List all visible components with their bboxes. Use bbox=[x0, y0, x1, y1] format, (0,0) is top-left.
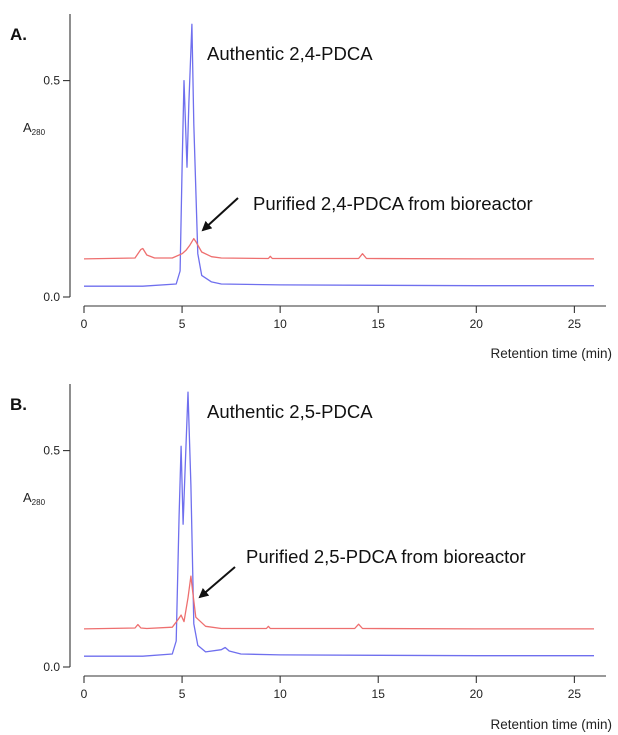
panel-a-ylabel: A280 bbox=[23, 120, 46, 137]
panel-a: A. A280 0.0 0.5 0 5 10 15 20 25 Retention time … bbox=[10, 14, 612, 361]
panel-b-annotation-authentic: Authentic 2,5-PDCA bbox=[207, 401, 373, 422]
panel-b-label: B. bbox=[10, 395, 27, 414]
panel-a-x-tick-label: 5 bbox=[179, 317, 186, 331]
panel-a-annotation-purified: Purified 2,4-PDCA from bioreactor bbox=[253, 193, 533, 214]
panel-b-arrow bbox=[198, 566, 236, 599]
panel-a-x-tick-label: 25 bbox=[568, 317, 582, 331]
panel-a-label: A. bbox=[10, 25, 27, 44]
panel-a-axes: 0.0 0.5 0 5 10 15 20 25 bbox=[43, 14, 606, 331]
panel-b-x-tick-label: 15 bbox=[372, 687, 386, 701]
panel-b-series bbox=[83, 391, 594, 657]
panel-b-series-authentic-line bbox=[84, 391, 594, 657]
panel-b-x-tick-label: 20 bbox=[470, 687, 484, 701]
panel-b-annotation-purified: Purified 2,5-PDCA from bioreactor bbox=[246, 546, 526, 567]
panel-b-y-tick-label: 0.5 bbox=[43, 444, 60, 458]
panel-b-axes: 0.0 0.5 0 5 10 15 20 25 bbox=[43, 384, 606, 701]
panel-b: B. A280 0.0 0.5 0 5 10 15 20 25 Retention time … bbox=[10, 384, 612, 732]
panel-a-y-tick-label: 0.0 bbox=[43, 290, 60, 304]
panel-b-y-tick-label: 0.0 bbox=[43, 660, 60, 674]
panel-b-series-purified-line bbox=[83, 575, 594, 630]
panel-a-x-tick-label: 0 bbox=[81, 317, 88, 331]
panel-b-x-tick-label: 25 bbox=[568, 687, 582, 701]
panel-a-xlabel: Retention time (min) bbox=[490, 346, 612, 361]
panel-a-arrow bbox=[201, 197, 239, 232]
panel-a-y-tick-label: 0.5 bbox=[43, 74, 60, 88]
panel-a-series bbox=[83, 23, 594, 287]
panel-a-x-tick-label: 20 bbox=[470, 317, 484, 331]
panel-a-x-tick-label: 10 bbox=[273, 317, 287, 331]
panel-b-ylabel: A280 bbox=[23, 490, 46, 507]
panel-a-series-purified-line bbox=[83, 237, 594, 260]
panel-a-series-authentic-line bbox=[84, 23, 594, 287]
panel-b-xlabel: Retention time (min) bbox=[490, 717, 612, 732]
panel-b-x-tick-label: 10 bbox=[273, 687, 287, 701]
panel-a-annotation-authentic: Authentic 2,4-PDCA bbox=[207, 43, 373, 64]
panel-a-x-tick-label: 15 bbox=[372, 317, 386, 331]
panel-b-x-tick-label: 0 bbox=[81, 687, 88, 701]
panel-b-x-tick-label: 5 bbox=[179, 687, 186, 701]
